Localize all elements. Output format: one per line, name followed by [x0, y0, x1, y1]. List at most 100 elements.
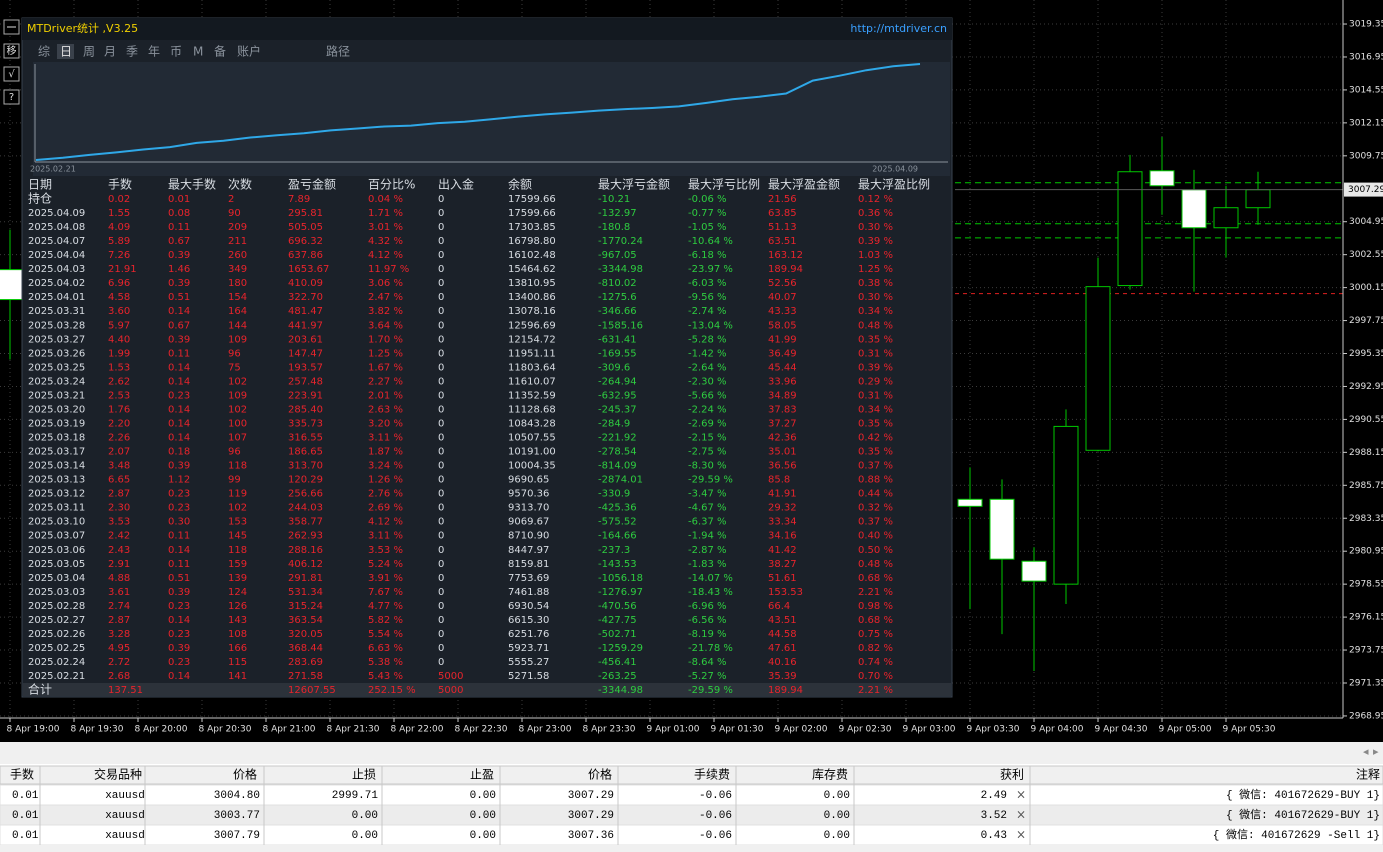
stats-cell: 2.30 [108, 503, 130, 514]
stats-date: 2025.03.13 [28, 475, 85, 486]
stats-cell: -278.54 [598, 447, 637, 458]
stats-cell: 271.58 [288, 671, 323, 682]
stats-header: 最大浮盈比例 [858, 178, 930, 192]
close-button[interactable]: × [1016, 808, 1026, 822]
stats-cell: 90 [228, 208, 241, 219]
stats-cell: 2.07 [108, 447, 130, 458]
trade-cell: -0.06 [699, 830, 732, 842]
tab[interactable]: 综 [38, 45, 50, 59]
stats-cell: 154 [228, 292, 247, 303]
x-tick-label: 8 Apr 22:00 [391, 725, 444, 735]
side-button[interactable] [3, 43, 20, 59]
stats-cell: 10843.28 [508, 418, 556, 429]
stats-cell: 141 [228, 671, 247, 682]
stats-cell: 43.51 [768, 615, 797, 626]
stats-cell: 5.54 % [368, 629, 403, 640]
stats-cell: -29.59 % [688, 685, 733, 696]
stats-cell: -245.37 [598, 404, 637, 415]
tab[interactable]: 季 [126, 45, 138, 59]
x-tick-label: 9 Apr 05:30 [1223, 725, 1276, 735]
tab[interactable]: 币 [170, 45, 182, 59]
scroll-bar[interactable] [0, 742, 1383, 764]
tab[interactable]: 路径 [326, 44, 350, 59]
stats-cell: 4.09 [108, 222, 130, 233]
tab[interactable]: M [193, 45, 203, 59]
x-tick-label: 8 Apr 21:30 [327, 725, 380, 735]
candle-body [1181, 189, 1207, 229]
stats-cell: 0.32 % [858, 503, 893, 514]
stats-cell: -1056.18 [598, 573, 643, 584]
stats-cell: 0.51 [168, 573, 190, 584]
stats-cell: 637.86 [288, 250, 323, 261]
stats-cell: 0.67 [168, 236, 190, 247]
stats-cell: 8159.81 [508, 559, 549, 570]
stats-cell: -264.94 [598, 376, 637, 387]
tab[interactable]: 周 [83, 45, 95, 59]
side-button[interactable] [3, 89, 20, 105]
stats-header: 百分比% [368, 178, 415, 192]
trade-cell: 0.01 [12, 810, 39, 822]
stats-cell: -10.64 % [688, 236, 733, 247]
stats-cell: 2.43 [108, 545, 130, 556]
panel-url[interactable]: http://mtdriver.cn [850, 22, 947, 35]
stats-header: 日期 [28, 178, 52, 192]
tab[interactable]: 账户 [237, 44, 261, 59]
stats-cell: -132.97 [598, 208, 637, 219]
stats-cell: 0.11 [168, 222, 190, 233]
stats-date: 2025.03.04 [28, 573, 85, 584]
stats-cell: 0.23 [168, 503, 190, 514]
tab[interactable]: 月 [104, 45, 116, 59]
stats-cell: 45.44 [768, 362, 797, 373]
stats-cell: 0 [438, 278, 444, 289]
scroll-right[interactable]: ▸ [1373, 745, 1379, 758]
stats-cell: 1.46 [168, 264, 190, 275]
trade-cell: 0.00 [824, 790, 850, 802]
stats-cell: 262.93 [288, 531, 323, 542]
stats-date: 2025.03.21 [28, 390, 85, 401]
tab[interactable]: 年 [148, 45, 160, 59]
x-tick-label: 8 Apr 23:00 [519, 725, 572, 735]
equity-curve [35, 63, 921, 161]
stats-cell: 11951.11 [508, 348, 556, 359]
close-button[interactable]: × [1016, 828, 1026, 842]
stats-cell: 1.53 [108, 362, 130, 373]
stats-cell: 3.60 [108, 306, 130, 317]
trade-header: 手数 [10, 767, 34, 782]
stats-cell: 2.87 [108, 489, 130, 500]
stats-cell: 0.67 [168, 320, 190, 331]
stats-cell: 4.32 % [368, 236, 403, 247]
tab[interactable]: 日 [60, 45, 72, 59]
side-buttons: 移 √? [3, 19, 20, 105]
stats-cell: 0 [438, 433, 444, 444]
x-tick-label: 8 Apr 19:00 [7, 725, 60, 735]
stats-cell: 102 [228, 376, 247, 387]
stats-cell: 58.05 [768, 320, 797, 331]
stats-cell: 5000 [438, 685, 463, 696]
stats-date: 2025.03.14 [28, 461, 85, 472]
stats-cell: 1.26 % [368, 475, 403, 486]
trade-header: 止损 [352, 768, 376, 782]
y-tick-label: 3016.95 [1349, 52, 1383, 62]
stats-cell: 244.03 [288, 503, 323, 514]
stats-cell: 118 [228, 545, 247, 556]
stats-cell: 1.25 % [368, 348, 403, 359]
stats-cell: -1770.24 [598, 236, 643, 247]
stats-cell: 0.14 [168, 418, 190, 429]
stats-cell: -5.27 % [688, 671, 727, 682]
stats-cell: 0.30 % [858, 222, 893, 233]
stats-cell: 21.91 [108, 264, 137, 275]
stats-cell: 0.23 [168, 601, 190, 612]
close-button[interactable]: × [1016, 788, 1026, 802]
y-tick-label: 3014.55 [1349, 85, 1383, 95]
stats-cell: 0 [438, 615, 444, 626]
tab[interactable]: 备 [214, 45, 226, 59]
stats-cell: 0.74 % [858, 657, 893, 668]
scroll-left[interactable]: ◂ [1363, 745, 1369, 758]
y-tick-label: 2973.75 [1349, 646, 1383, 656]
side-button[interactable] [3, 66, 20, 82]
stats-cell: -810.02 [598, 278, 637, 289]
stats-cell: 2.87 [108, 615, 130, 626]
stats-cell: 2.63 % [368, 404, 403, 415]
stats-cell: 108 [228, 629, 247, 640]
stats-cell: 363.54 [288, 615, 323, 626]
